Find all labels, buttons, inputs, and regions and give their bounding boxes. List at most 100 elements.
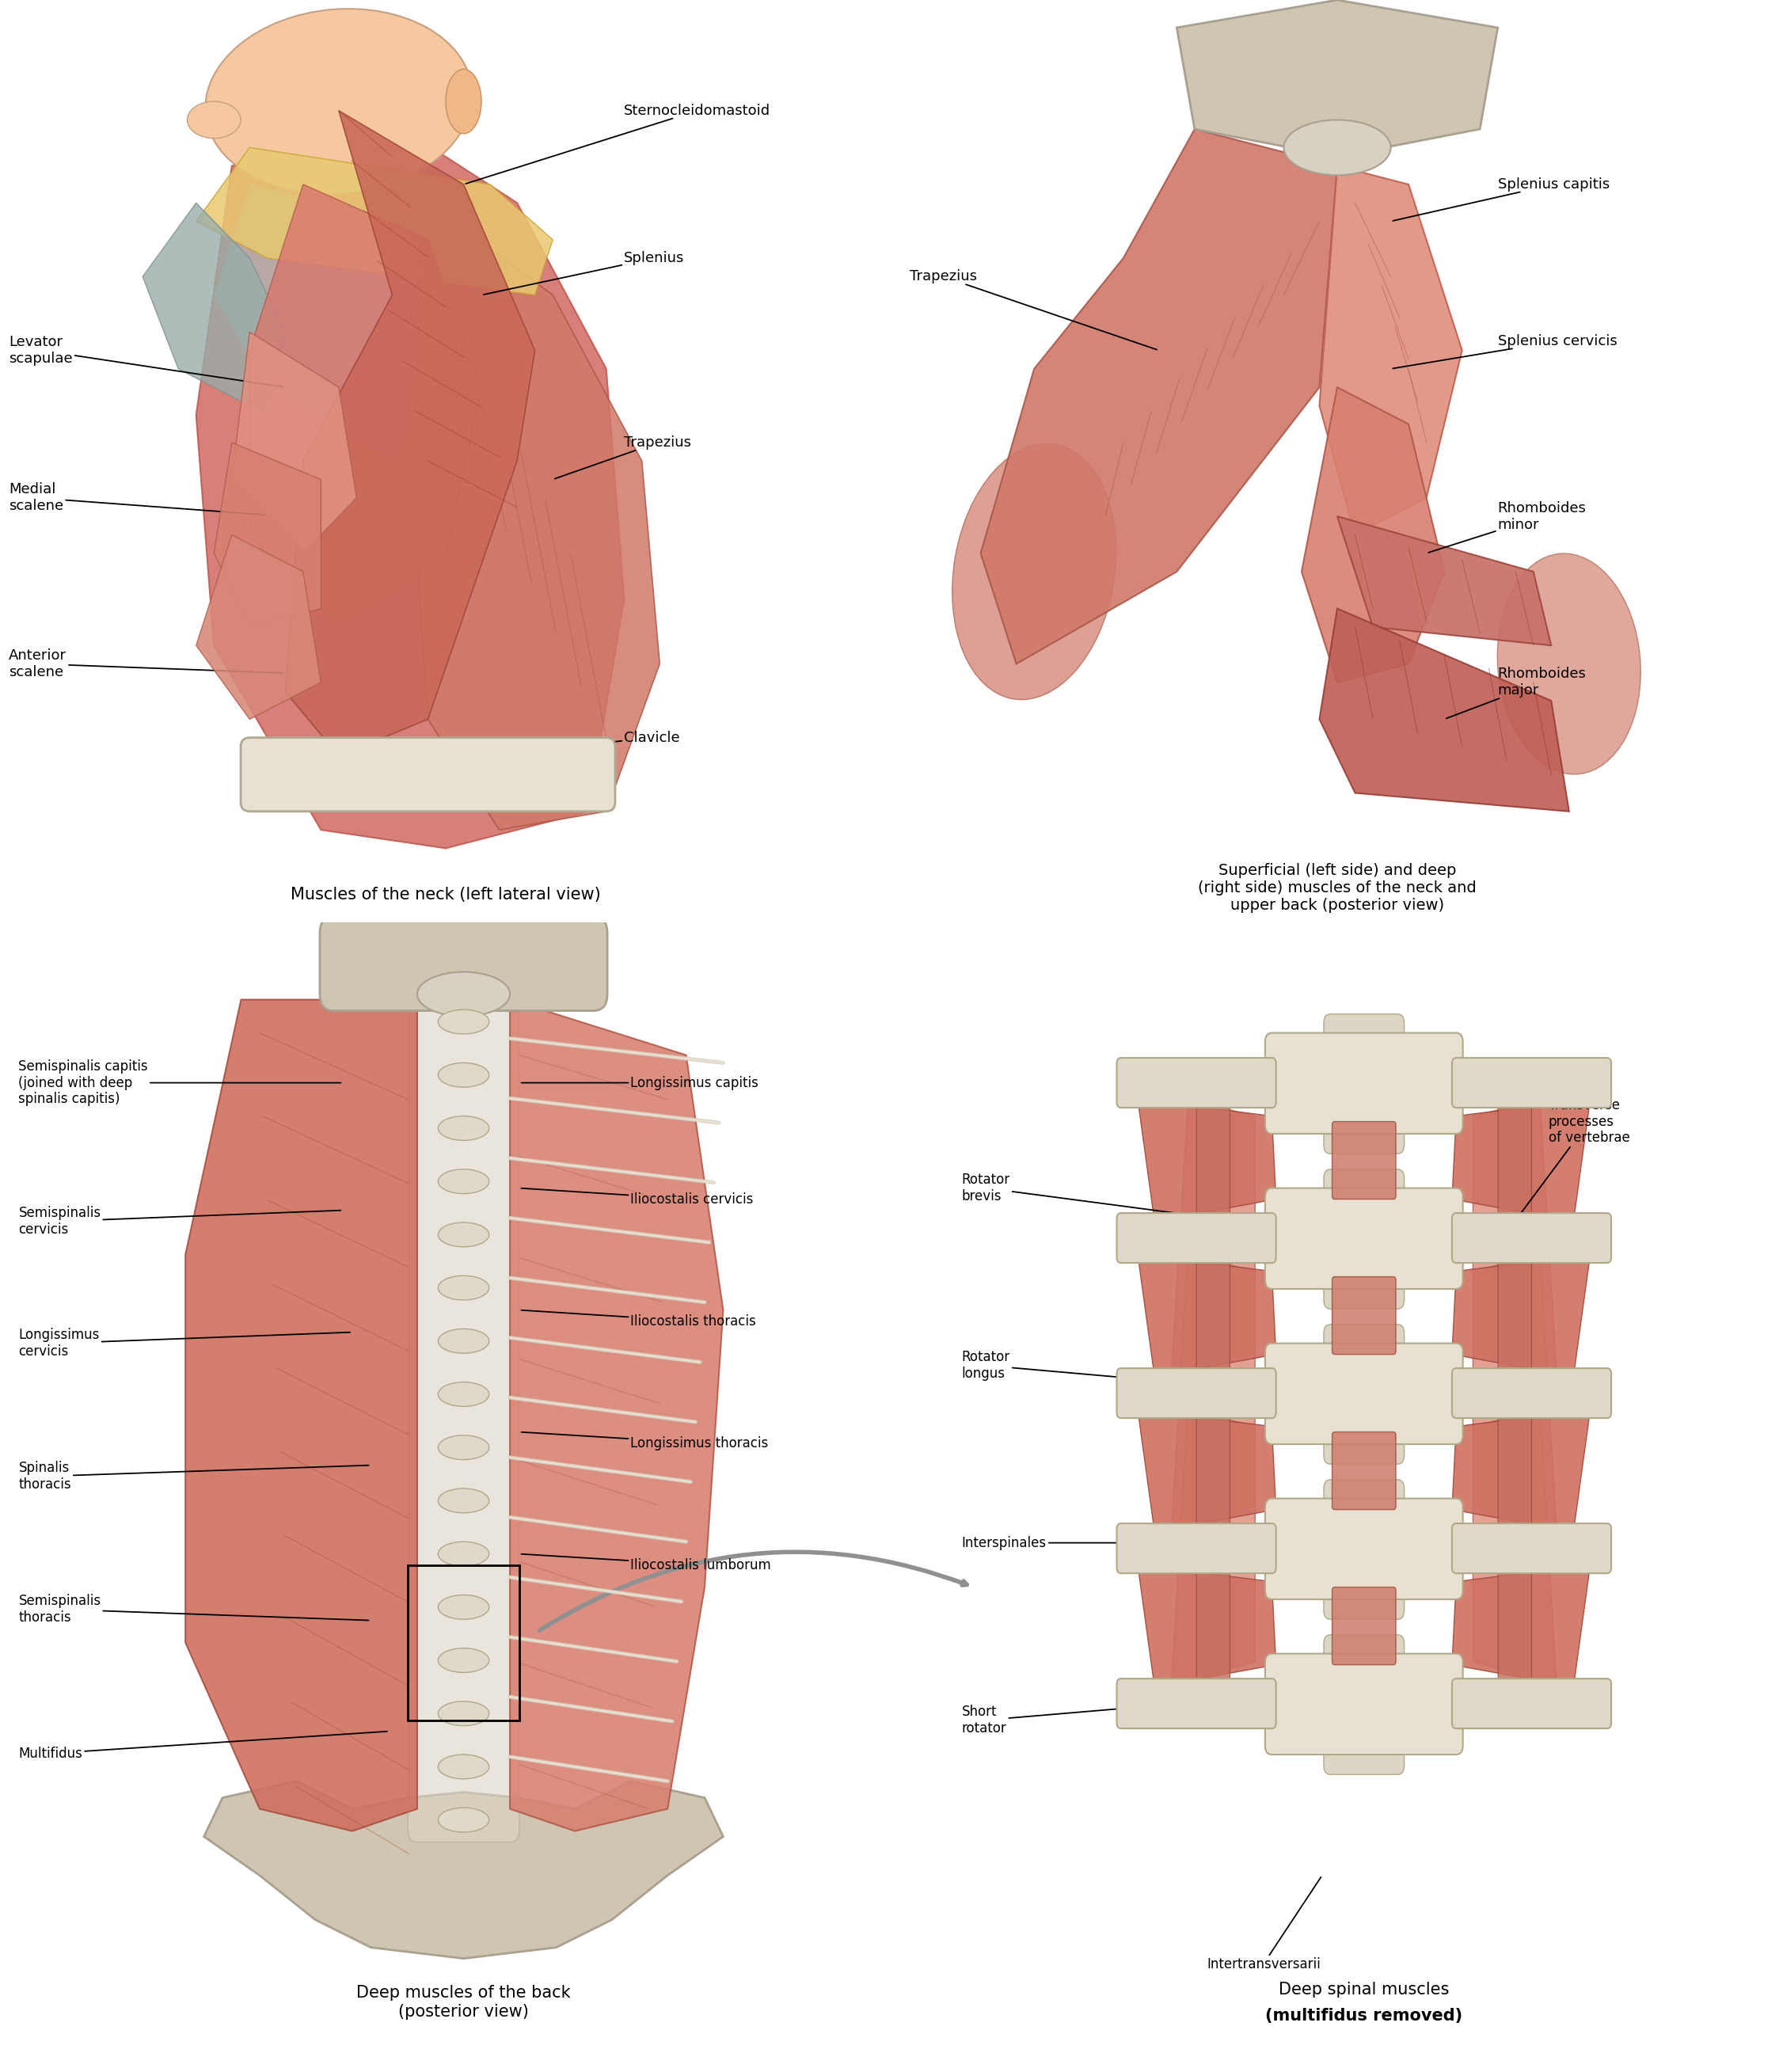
Text: Transverse
processes
of vertebrae: Transverse processes of vertebrae	[1516, 1098, 1630, 1220]
Polygon shape	[1451, 1100, 1590, 1220]
Polygon shape	[196, 110, 624, 847]
Polygon shape	[285, 110, 535, 756]
FancyBboxPatch shape	[1116, 1212, 1277, 1264]
FancyBboxPatch shape	[1451, 1523, 1612, 1573]
Polygon shape	[1337, 516, 1551, 644]
Text: Splenius: Splenius	[483, 251, 685, 294]
Text: Muscles of the neck (left lateral view): Muscles of the neck (left lateral view)	[291, 887, 601, 901]
Polygon shape	[1473, 1254, 1557, 1531]
Ellipse shape	[1498, 553, 1640, 775]
Text: Interspinales: Interspinales	[961, 1535, 1312, 1550]
Text: Iliocostalis thoracis: Iliocostalis thoracis	[521, 1310, 756, 1328]
Polygon shape	[203, 1782, 724, 1958]
Ellipse shape	[1284, 120, 1391, 176]
FancyBboxPatch shape	[241, 738, 615, 812]
FancyBboxPatch shape	[1116, 1678, 1277, 1728]
FancyBboxPatch shape	[1266, 1653, 1462, 1755]
Polygon shape	[1451, 1409, 1590, 1531]
FancyBboxPatch shape	[1323, 1169, 1405, 1310]
Ellipse shape	[439, 1488, 489, 1513]
Ellipse shape	[439, 1222, 489, 1247]
FancyBboxPatch shape	[1323, 1324, 1405, 1465]
Polygon shape	[1498, 1249, 1532, 1382]
Bar	[408, 1564, 519, 1720]
Polygon shape	[1451, 1564, 1590, 1687]
Ellipse shape	[439, 1542, 489, 1566]
FancyBboxPatch shape	[1323, 1013, 1405, 1154]
Polygon shape	[1177, 0, 1498, 157]
Polygon shape	[1473, 1409, 1557, 1687]
Ellipse shape	[439, 1382, 489, 1407]
Polygon shape	[510, 999, 724, 1832]
FancyBboxPatch shape	[1451, 1368, 1612, 1417]
Text: Deep muscles of the back
(posterior view): Deep muscles of the back (posterior view…	[357, 1985, 571, 2020]
Text: Longissimus capitis: Longissimus capitis	[521, 1075, 758, 1090]
Text: Trapezius: Trapezius	[909, 269, 1157, 350]
Ellipse shape	[439, 1169, 489, 1193]
Text: Medial
scalene: Medial scalene	[9, 483, 283, 516]
FancyBboxPatch shape	[1332, 1587, 1396, 1664]
Polygon shape	[1319, 609, 1569, 812]
Polygon shape	[1196, 1094, 1230, 1227]
Text: Levator
scapulae: Levator scapulae	[9, 336, 283, 387]
Text: (multifidus removed): (multifidus removed)	[1266, 2008, 1462, 2024]
FancyBboxPatch shape	[1266, 1343, 1462, 1444]
Polygon shape	[1196, 1560, 1230, 1693]
Polygon shape	[1196, 1249, 1230, 1382]
Polygon shape	[1138, 1409, 1277, 1531]
Text: Iliocostalis lumborum: Iliocostalis lumborum	[521, 1554, 772, 1573]
FancyBboxPatch shape	[319, 916, 608, 1011]
FancyBboxPatch shape	[1332, 1121, 1396, 1200]
Text: Splenius cervicis: Splenius cervicis	[1393, 334, 1617, 369]
Text: Trapezius: Trapezius	[555, 435, 692, 479]
FancyBboxPatch shape	[1266, 1187, 1462, 1289]
Ellipse shape	[952, 443, 1116, 700]
FancyBboxPatch shape	[1451, 1059, 1612, 1109]
Polygon shape	[143, 203, 285, 414]
Text: Rhomboides
minor: Rhomboides minor	[1428, 501, 1587, 553]
FancyBboxPatch shape	[408, 982, 519, 1842]
FancyBboxPatch shape	[1116, 1059, 1277, 1109]
FancyBboxPatch shape	[1116, 1523, 1277, 1573]
Text: Deep spinal muscles: Deep spinal muscles	[1278, 1981, 1450, 1997]
Polygon shape	[1302, 387, 1444, 682]
Text: Iliocostalis cervicis: Iliocostalis cervicis	[521, 1187, 754, 1206]
Ellipse shape	[439, 1436, 489, 1459]
Ellipse shape	[439, 1755, 489, 1780]
Text: Superficial (left side) and deep
(right side) muscles of the neck and
upper back: Superficial (left side) and deep (right …	[1198, 862, 1476, 914]
Polygon shape	[1171, 1409, 1255, 1687]
Ellipse shape	[446, 68, 481, 135]
Ellipse shape	[439, 1117, 489, 1140]
Polygon shape	[1498, 1405, 1532, 1537]
Polygon shape	[1319, 166, 1462, 535]
FancyBboxPatch shape	[1266, 1032, 1462, 1133]
Ellipse shape	[439, 1595, 489, 1620]
Text: Semispinalis
cervicis: Semispinalis cervicis	[18, 1206, 341, 1237]
Polygon shape	[1171, 1254, 1255, 1531]
Polygon shape	[214, 443, 321, 628]
Polygon shape	[1138, 1564, 1277, 1687]
Ellipse shape	[187, 102, 241, 139]
Polygon shape	[1473, 1100, 1557, 1376]
Polygon shape	[1138, 1254, 1277, 1376]
Text: Semispinalis
thoracis: Semispinalis thoracis	[18, 1593, 369, 1624]
FancyBboxPatch shape	[1266, 1498, 1462, 1600]
Ellipse shape	[417, 972, 510, 1015]
Text: Longissimus
cervicis: Longissimus cervicis	[18, 1328, 349, 1359]
Ellipse shape	[439, 1276, 489, 1299]
Ellipse shape	[205, 8, 472, 195]
Polygon shape	[185, 999, 417, 1832]
FancyBboxPatch shape	[1323, 1479, 1405, 1620]
Ellipse shape	[439, 1701, 489, 1726]
Polygon shape	[232, 332, 357, 553]
Text: Short
rotator: Short rotator	[961, 1699, 1245, 1736]
Polygon shape	[1171, 1100, 1255, 1376]
Polygon shape	[196, 147, 553, 294]
Text: Rotator
longus: Rotator longus	[961, 1351, 1236, 1388]
Polygon shape	[1138, 1100, 1277, 1220]
FancyBboxPatch shape	[1451, 1678, 1612, 1728]
Text: Semispinalis capitis
(joined with deep
spinalis capitis): Semispinalis capitis (joined with deep s…	[18, 1059, 341, 1106]
Polygon shape	[1498, 1094, 1532, 1227]
Text: Intertransversarii: Intertransversarii	[1207, 1877, 1321, 1970]
FancyBboxPatch shape	[1116, 1368, 1277, 1417]
